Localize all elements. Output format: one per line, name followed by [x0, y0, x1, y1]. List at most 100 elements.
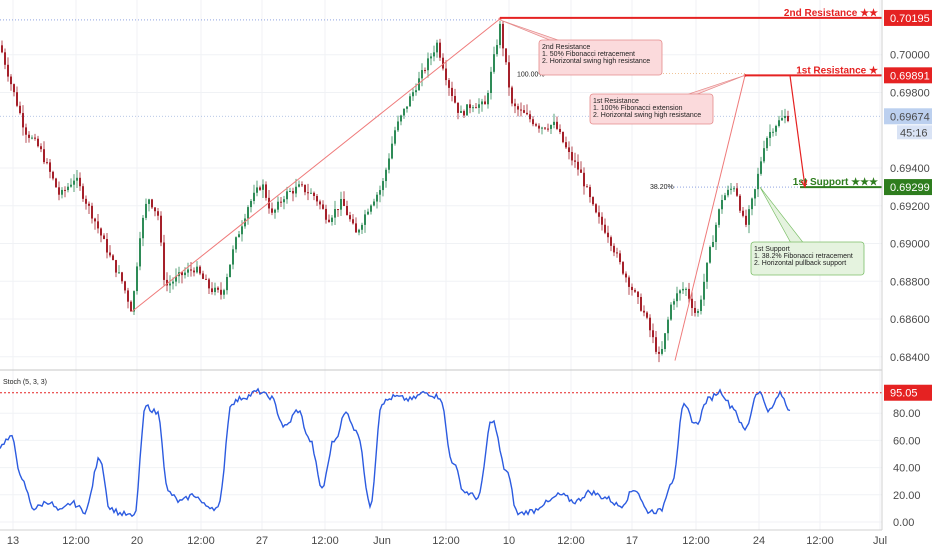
candle-body [628, 277, 630, 287]
candle-body [346, 205, 348, 216]
callout-line: 2. Horizontal swing high resistance [542, 58, 650, 65]
candle-body [337, 209, 339, 211]
candle-body [400, 115, 402, 122]
candle-body [421, 70, 423, 79]
annotations-front: 2nd Resistance ★★ 1st Resistance ★ 1st Sup… [131, 8, 882, 361]
candle-body [538, 125, 540, 129]
candle-body [457, 102, 459, 113]
callout-line: 1st Support [754, 246, 790, 253]
candle-body [427, 58, 429, 71]
candle-body [511, 87, 513, 104]
candle-body [505, 48, 507, 63]
candle-body [508, 62, 510, 88]
candle-body [640, 297, 642, 311]
candle-body [763, 148, 765, 162]
candle-body [424, 70, 426, 72]
candle-body [112, 255, 114, 261]
candle-body [484, 101, 486, 105]
candle-body [184, 272, 186, 276]
time-axis[interactable]: 13 12:00 20 12:00 27 12:00 Jun 12:00 10 12:00 17 12… [7, 535, 887, 547]
candle-body [412, 92, 414, 97]
stoch-tick-label: 0.00 [893, 517, 914, 529]
candle-body [601, 216, 603, 225]
candle-body [373, 201, 375, 206]
candle-body [490, 71, 492, 94]
stoch-pane[interactable]: Stoch (5, 3, 3) [0, 379, 882, 523]
candle-body [571, 152, 573, 161]
candle-body [31, 137, 33, 139]
countdown-tag-bg [897, 125, 932, 140]
price-tick-label: 0.69800 [890, 88, 930, 100]
price-tick-label: 0.69400 [890, 163, 930, 175]
candle-body [28, 134, 30, 138]
candle-body [496, 45, 498, 55]
candle-body [139, 238, 141, 267]
fib-label-382: 38.20% [650, 184, 674, 191]
candle-body [319, 201, 321, 205]
candle-body [100, 228, 102, 236]
candle-body [277, 201, 279, 210]
time-tick-label: 10 [503, 535, 515, 547]
candle-body [667, 319, 669, 334]
candle-body [415, 90, 417, 93]
candle-body [271, 208, 273, 213]
candle-body [715, 224, 717, 242]
candle-body [244, 218, 246, 227]
candle-body [631, 286, 633, 291]
candle-body [649, 317, 651, 331]
time-tick-label: Jul [873, 535, 887, 547]
stoch-grid [0, 392, 882, 523]
candle-body [376, 194, 378, 202]
candle-body [214, 287, 216, 293]
price-tag-2nd-resistance: 0.70195 [890, 13, 930, 25]
candle-body [499, 23, 501, 46]
candle-body [766, 137, 768, 149]
candle-body [775, 125, 777, 132]
stoch-tick-label: 60.00 [893, 435, 921, 447]
candle-body [136, 266, 138, 292]
candle-body [772, 131, 774, 133]
price-tag-2nd-resistance-bg [884, 9, 932, 26]
price-pane[interactable]: 100.00% 38.20% 2nd Resistance ★★ 1st Resis… [0, 0, 882, 530]
candle-body [622, 262, 624, 274]
candle-body [307, 192, 309, 194]
candle-body [118, 272, 120, 274]
candle-body [250, 200, 252, 208]
candle-body [403, 108, 405, 116]
candle-body [43, 149, 45, 163]
candle-body [67, 186, 69, 191]
price-axis[interactable]: 0.70000 0.69800 0.69400 0.69200 0.69000 0.688… [890, 50, 930, 364]
candle-body [262, 184, 264, 190]
candle-body [406, 106, 408, 109]
candle-body [151, 199, 153, 208]
candle-body [361, 224, 363, 230]
candle-body [316, 196, 318, 202]
candle-body [313, 192, 315, 197]
time-tick-label: 24 [753, 535, 765, 547]
candle-body [736, 188, 738, 196]
projection-arrow-head [800, 179, 808, 189]
stoch-axis[interactable]: 80.00 60.00 40.00 20.00 0.00 [893, 408, 921, 529]
candle-body [691, 298, 693, 308]
candle-body [355, 223, 357, 233]
candle-body [733, 188, 735, 190]
callout-line: 2. Horizontal swing high resistance [593, 112, 701, 119]
candle-body [22, 113, 24, 128]
time-tick-label: 17 [626, 535, 638, 547]
candle-body [97, 221, 99, 229]
candle-body [592, 197, 594, 205]
candle-body [301, 184, 303, 186]
price-tick-label: 0.69000 [890, 239, 930, 251]
stoch-tick-label: 80.00 [893, 408, 921, 420]
candle-body [88, 203, 90, 206]
current-price-tag: 0.69674 [890, 111, 930, 123]
stoch-tick-label: 20.00 [893, 490, 921, 502]
candle-body [448, 80, 450, 88]
candle-body [574, 160, 576, 162]
time-tick-label: 12:00 [682, 535, 710, 547]
candle-body [724, 195, 726, 200]
price-tick-label: 0.69200 [890, 201, 930, 213]
candle-body [718, 209, 720, 225]
candle-body [541, 127, 543, 129]
candle-body [556, 121, 558, 129]
